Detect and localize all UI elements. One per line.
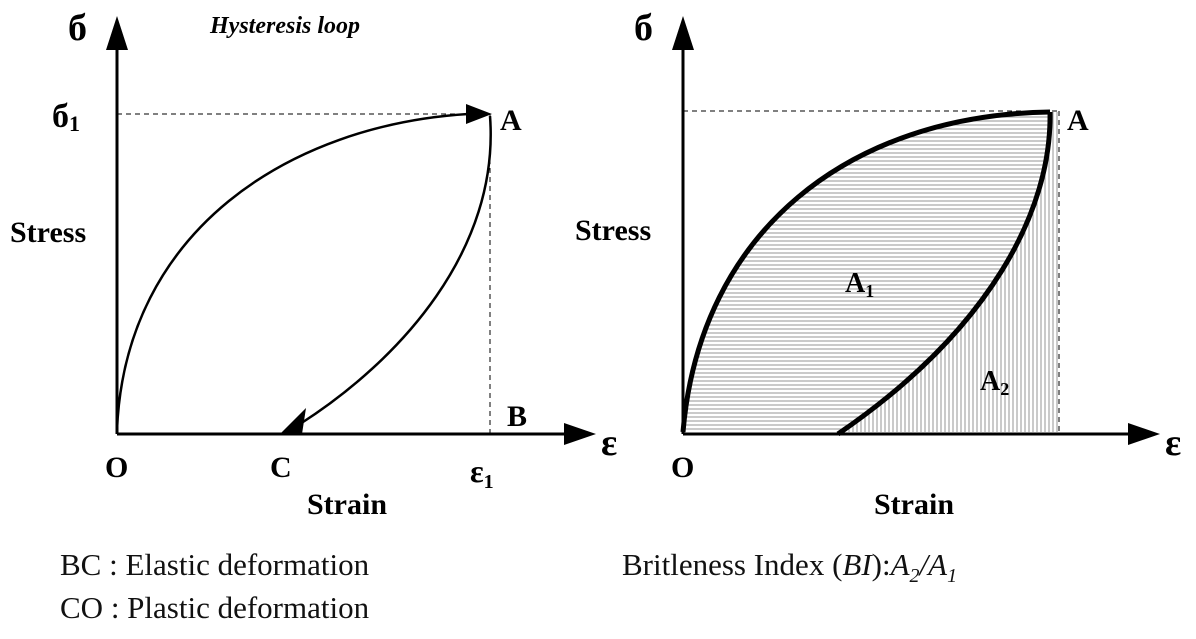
left-point-c: C xyxy=(270,451,292,484)
right-point-a: A xyxy=(1067,104,1089,137)
area-a1-hatch xyxy=(683,112,1051,432)
right-x-symbol: ε xyxy=(1165,422,1181,464)
area-a1-label: A1 xyxy=(845,268,874,301)
right-panel: б ε Stress Strain A O A1 A2 xyxy=(575,7,1181,521)
right-unloading-curve xyxy=(836,111,1053,437)
loading-curve xyxy=(115,112,469,431)
right-y-symbol: б xyxy=(634,7,653,49)
left-panel: Hysteresis loop б ε б1 ε1 Stress Strain … xyxy=(10,7,617,521)
area-a2-hatch xyxy=(840,112,1060,432)
caption-bc: BC : Elastic deformation xyxy=(60,547,370,582)
loading-arrowhead xyxy=(466,104,492,124)
left-point-a: A xyxy=(500,104,522,137)
left-x-arrowhead xyxy=(564,423,596,445)
right-point-o: O xyxy=(671,451,694,484)
left-stress-label: Stress xyxy=(10,216,86,249)
left-y-symbol: б xyxy=(68,7,87,49)
left-title: Hysteresis loop xyxy=(209,13,360,39)
left-point-b: B xyxy=(507,400,527,433)
caption-co: CO : Plastic deformation xyxy=(60,590,370,625)
right-y-arrowhead xyxy=(672,16,694,50)
left-y-arrowhead xyxy=(106,16,128,50)
unloading-curve xyxy=(299,115,492,426)
unloading-arrowhead xyxy=(280,408,306,434)
left-strain-label: Strain xyxy=(307,488,387,521)
left-point-o: O xyxy=(105,451,128,484)
right-strain-label: Strain xyxy=(874,488,954,521)
left-x-symbol: ε xyxy=(601,422,617,464)
sigma1-label: б1 xyxy=(52,98,80,136)
right-stress-label: Stress xyxy=(575,214,651,247)
caption-brittleness-index: Britleness Index (BI):A2/A1 xyxy=(622,547,958,588)
right-x-arrowhead xyxy=(1128,423,1160,445)
area-a2-label: A2 xyxy=(980,366,1009,399)
eps1-label: ε1 xyxy=(470,453,494,493)
right-loading-curve xyxy=(680,109,1051,433)
